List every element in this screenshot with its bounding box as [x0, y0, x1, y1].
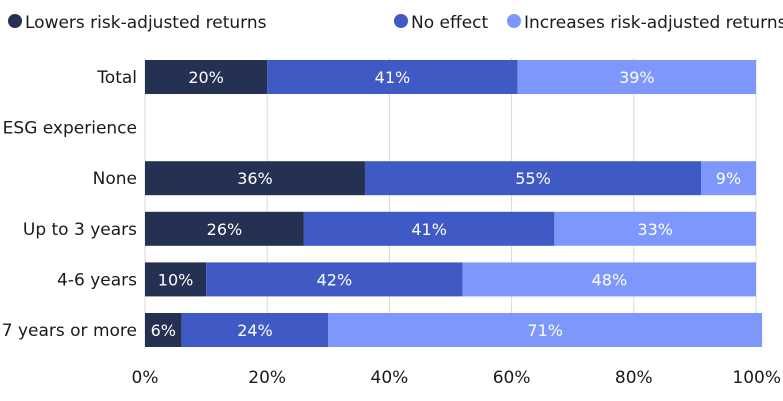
data-label: 26%	[207, 220, 243, 239]
bar-segment-no-effect	[267, 60, 518, 94]
x-tick-label: 20%	[248, 368, 286, 388]
bar-row-4-6-years: 10% 42% 48%	[145, 262, 756, 297]
bar-segment-increases-risk-adjusted-returns	[328, 313, 763, 347]
x-tick-label: 80%	[615, 368, 653, 388]
x-tick-label: 100%	[732, 368, 781, 388]
data-label: 10%	[158, 270, 194, 289]
legend-label: Lowers risk-adjusted returns	[25, 13, 267, 33]
bar-segment-increases-risk-adjusted-returns	[554, 211, 756, 246]
category-label: 7 years or more	[2, 321, 137, 341]
legend: Lowers risk-adjusted returns No effect Inc…	[8, 13, 783, 33]
bar-segment-increases-risk-adjusted-returns	[517, 60, 756, 94]
grid	[144, 58, 757, 346]
data-label: 42%	[317, 270, 353, 289]
bar-row-up-to-3-years: 26% 41% 33%	[145, 211, 756, 246]
data-label: 6%	[151, 321, 176, 340]
data-label: 39%	[619, 68, 655, 87]
bar-segment-lowers-risk-adjusted-returns	[145, 60, 268, 94]
x-tick-label: 40%	[371, 368, 409, 388]
x-axis-ticks: 0% 20% 40% 60% 80% 100%	[132, 368, 781, 388]
bar-row-none: 36% 55% 9%	[145, 161, 756, 196]
bar-segment-lowers-risk-adjusted-returns	[145, 161, 365, 196]
category-label: None	[93, 169, 137, 189]
data-label: 9%	[716, 169, 741, 188]
category-label: ESG experience	[3, 119, 137, 139]
data-label: 55%	[515, 169, 551, 188]
bars: 20% 41% 39% 36% 55% 9% 26% 41% 33% 10% 42% 48% 6% 24%…	[145, 60, 763, 347]
data-label: 48%	[592, 270, 628, 289]
bar-segment-no-effect	[181, 313, 329, 347]
legend-marker	[507, 14, 521, 28]
bar-segment-lowers-risk-adjusted-returns	[145, 313, 182, 347]
data-label: 41%	[375, 68, 411, 87]
legend-marker	[394, 14, 408, 28]
data-label: 33%	[637, 220, 673, 239]
legend-item-no-effect: No effect	[394, 13, 488, 33]
legend-item-lowers-risk-adjusted-returns: Lowers risk-adjusted returns	[8, 13, 267, 33]
data-label: 24%	[237, 321, 273, 340]
category-label: 4-6 years	[57, 270, 137, 290]
legend-marker	[8, 14, 22, 28]
bar-row-total: 20% 41% 39%	[145, 60, 756, 94]
data-label: 36%	[237, 169, 273, 188]
bar-row-7-years-or-more: 6% 24% 71%	[145, 313, 763, 347]
bar-segment-increases-risk-adjusted-returns	[701, 161, 756, 196]
data-label: 41%	[411, 220, 447, 239]
legend-label: No effect	[411, 13, 488, 33]
category-label: Up to 3 years	[23, 220, 137, 240]
legend-label: Increases risk-adjusted returns	[524, 13, 783, 33]
x-tick-label: 0%	[132, 368, 159, 388]
bar-segment-no-effect	[364, 161, 702, 196]
bar-segment-increases-risk-adjusted-returns	[462, 262, 756, 297]
bar-segment-lowers-risk-adjusted-returns	[145, 262, 207, 297]
category-label: Total	[96, 68, 137, 88]
bar-segment-no-effect	[303, 211, 555, 246]
data-label: 20%	[188, 68, 224, 87]
legend-item-increases-risk-adjusted-returns: Increases risk-adjusted returns	[507, 13, 783, 33]
bar-segment-no-effect	[206, 262, 463, 297]
bar-segment-lowers-risk-adjusted-returns	[145, 211, 304, 246]
data-label: 71%	[527, 321, 563, 340]
category-labels: Total ESG experience None Up to 3 years 4-6 …	[2, 68, 137, 341]
x-tick-label: 60%	[493, 368, 531, 388]
